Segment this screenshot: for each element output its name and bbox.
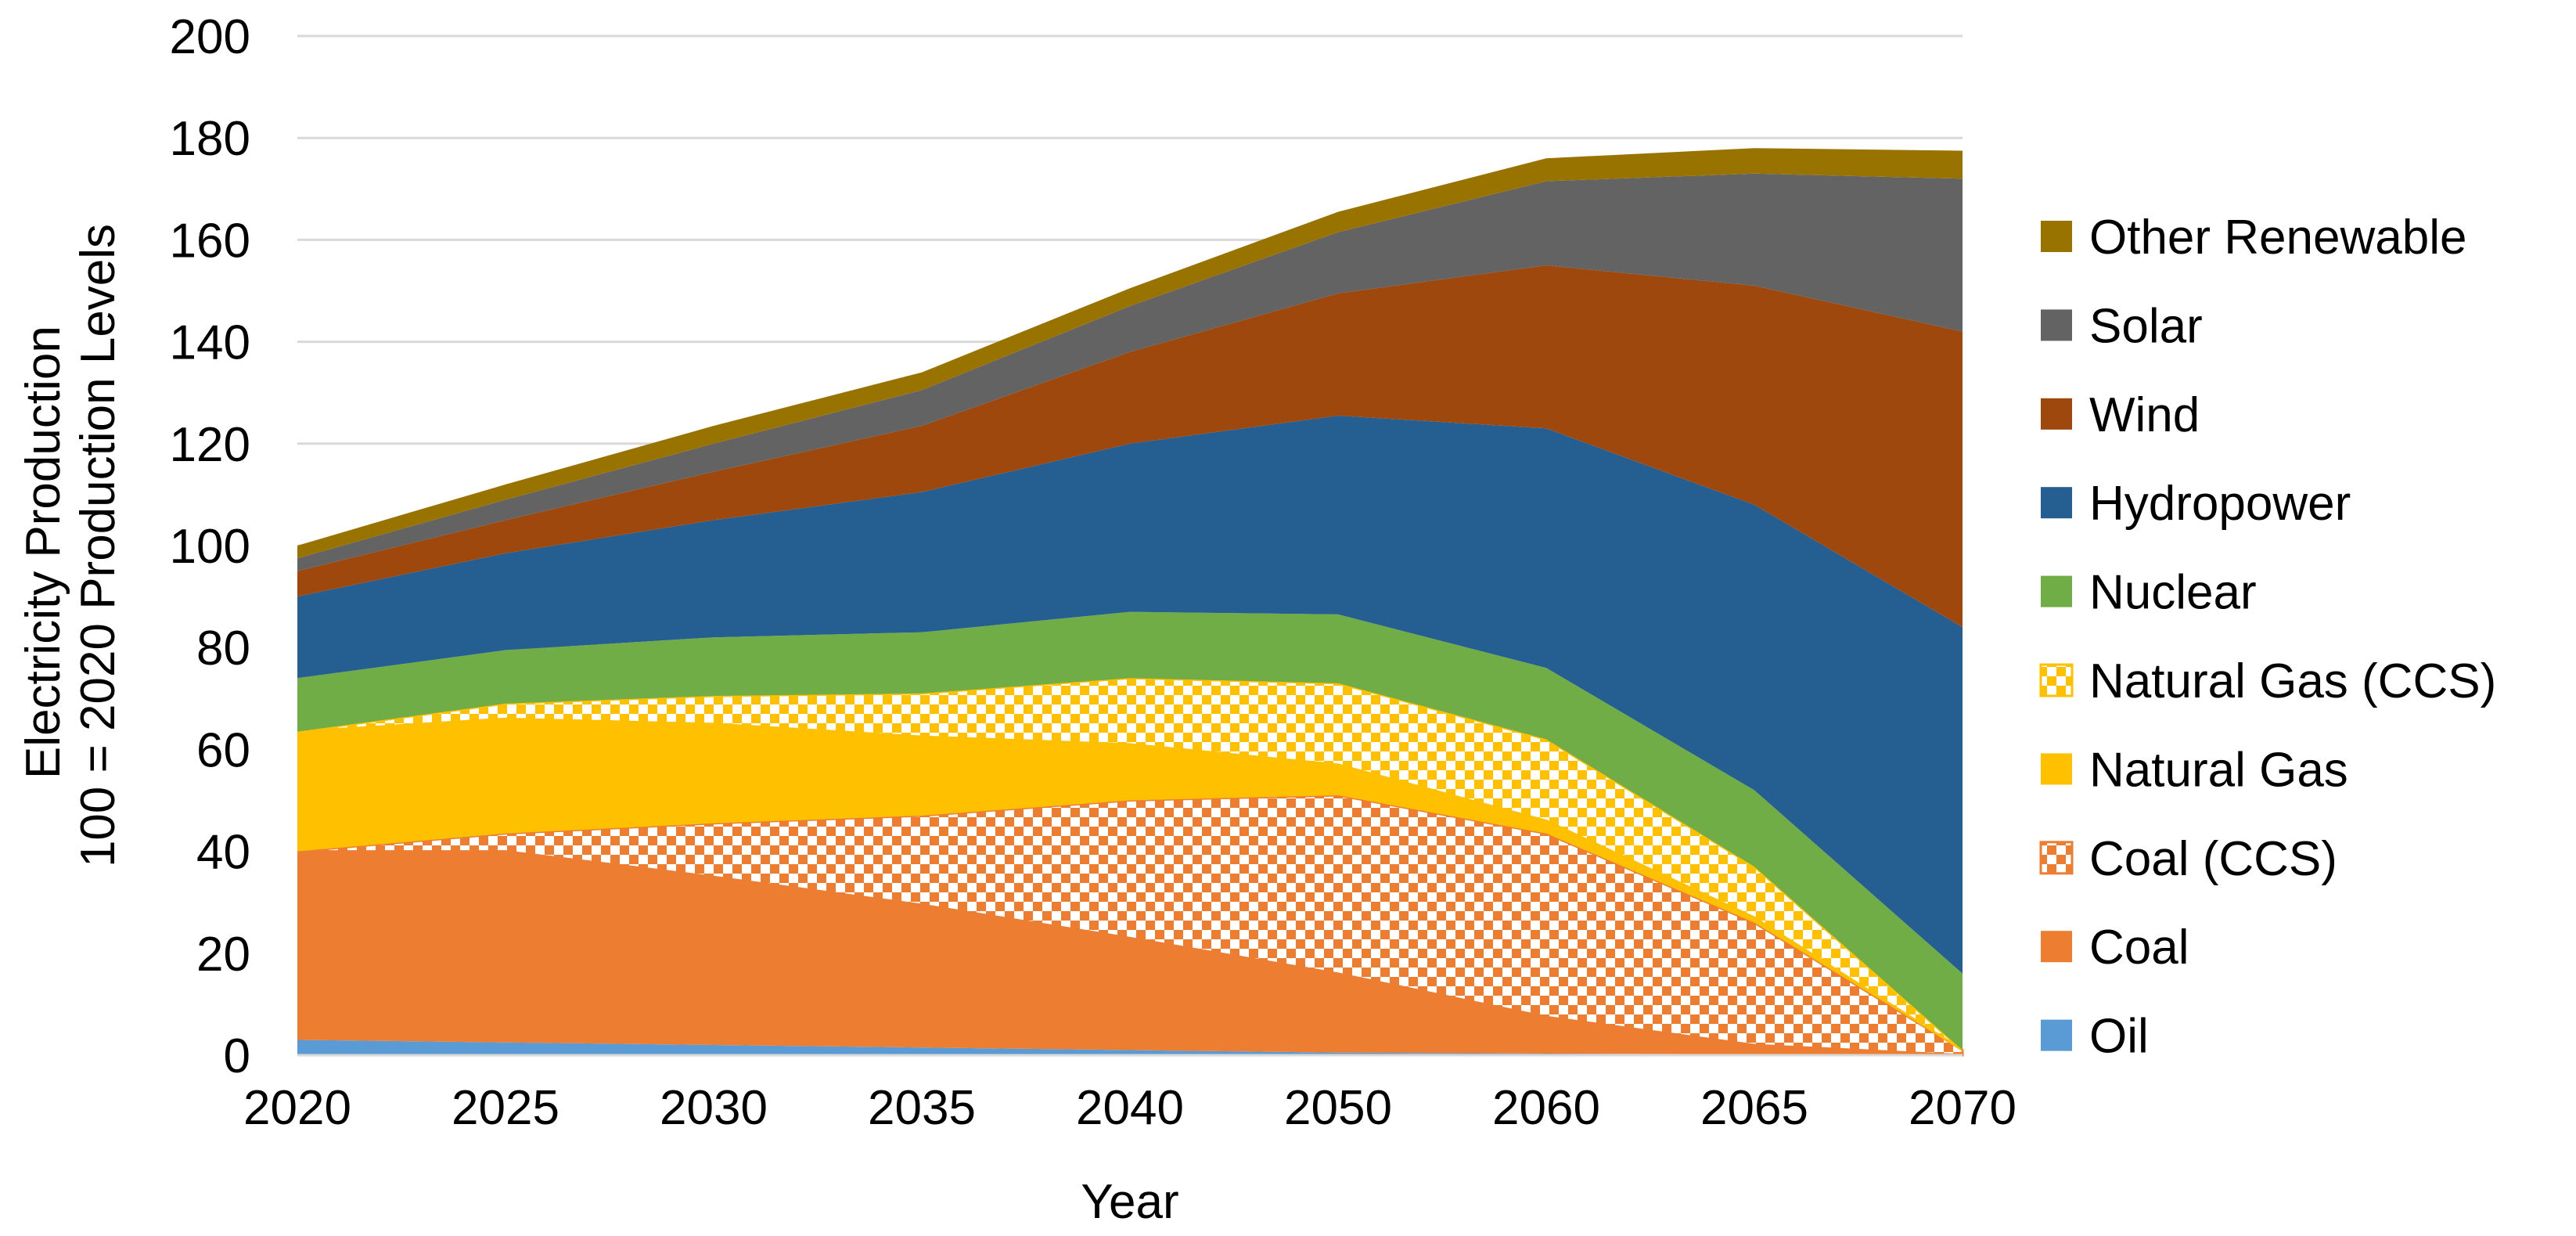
y-tick-label: 0 <box>224 1029 250 1083</box>
legend-label: Other Renewable <box>2089 211 2467 265</box>
y-tick-label: 140 <box>170 316 250 370</box>
legend-item-wind: Wind <box>2041 388 2200 442</box>
x-tick-label: 2040 <box>1076 1081 1184 1135</box>
legend-label: Coal (CCS) <box>2089 832 2337 886</box>
legend-label: Solar <box>2089 299 2203 353</box>
area-nuclear <box>297 611 1963 1050</box>
y-tick-label: 180 <box>170 112 250 166</box>
legend-label: Natural Gas (CCS) <box>2089 654 2496 708</box>
legend-item-hydropower: Hydropower <box>2041 477 2351 531</box>
legend-label: Wind <box>2089 388 2200 442</box>
legend-swatch <box>2041 575 2072 607</box>
legend-label: Nuclear <box>2089 566 2257 620</box>
legend-label: Hydropower <box>2089 477 2351 531</box>
area-solar <box>297 173 1963 571</box>
y-tick-label: 100 <box>170 520 250 574</box>
legend-swatch <box>2041 398 2072 430</box>
y-tick-label: 120 <box>170 418 250 472</box>
y-tick-label: 200 <box>170 10 250 64</box>
legend-swatch <box>2039 663 2074 697</box>
x-axis-title: Year <box>1081 1175 1178 1229</box>
x-tick-label: 2060 <box>1492 1081 1600 1135</box>
legend-label: Coal <box>2089 921 2189 975</box>
area-oil <box>297 1040 1963 1055</box>
legend-item-oil: Oil <box>2041 1010 2149 1064</box>
legend-label: Natural Gas <box>2089 743 2348 797</box>
y-tick-label: 160 <box>170 214 250 268</box>
legend-label: Oil <box>2089 1010 2149 1064</box>
legend-swatch <box>2039 841 2074 875</box>
x-tick-label: 2035 <box>868 1081 976 1135</box>
legend-item-coal-ccs: Coal (CCS) <box>2039 832 2337 886</box>
y-axis-title-line-1: Electricity Production <box>16 326 70 779</box>
legend-item-natural-gas-ccs: Natural Gas (CCS) <box>2039 654 2496 708</box>
x-tick-label: 2070 <box>1909 1081 2017 1135</box>
legend-swatch <box>2041 221 2072 252</box>
y-axis-title: Electricity Production 100 = 2020 Produc… <box>16 224 125 867</box>
area-hydropower <box>297 416 1963 974</box>
area-natural-gas <box>297 719 1963 1050</box>
legend-swatch <box>2041 309 2072 341</box>
x-tick-label: 2065 <box>1700 1081 1808 1135</box>
y-tick-label: 80 <box>196 622 250 676</box>
x-tick-label: 2050 <box>1284 1081 1392 1135</box>
y-tick-label: 60 <box>196 723 250 777</box>
legend-swatch <box>2041 1019 2072 1051</box>
area-wind <box>297 265 1963 628</box>
legend-item-natural-gas: Natural Gas <box>2041 743 2348 797</box>
legend-swatch <box>2041 487 2072 519</box>
legend-item-nuclear: Nuclear <box>2041 566 2257 620</box>
y-axis-title-line-2: 100 = 2020 Production Levels <box>71 224 125 867</box>
legend-item-coal: Coal <box>2041 921 2189 975</box>
y-tick-labels: 0 20 40 60 80 100 120 140 160 180 200 <box>170 10 250 1083</box>
legend-item-other-renewable: Other Renewable <box>2041 211 2467 265</box>
x-tick-label: 2030 <box>660 1081 768 1135</box>
legend-swatch <box>2041 931 2072 963</box>
y-tick-label: 40 <box>196 826 250 880</box>
legend-swatch <box>2041 753 2072 785</box>
x-tick-labels: 2020 2025 2030 2035 2040 2050 2060 2065 2070 <box>243 1081 2017 1135</box>
area-coal <box>297 851 1963 1055</box>
x-tick-label: 2020 <box>243 1081 351 1135</box>
legend: Other Renewable Solar Wind Hydropower Nuclea… <box>2039 211 2496 1064</box>
x-tick-label: 2025 <box>452 1081 559 1135</box>
area-series <box>297 148 1964 1057</box>
legend-item-solar: Solar <box>2041 299 2203 353</box>
y-tick-label: 20 <box>196 928 250 982</box>
